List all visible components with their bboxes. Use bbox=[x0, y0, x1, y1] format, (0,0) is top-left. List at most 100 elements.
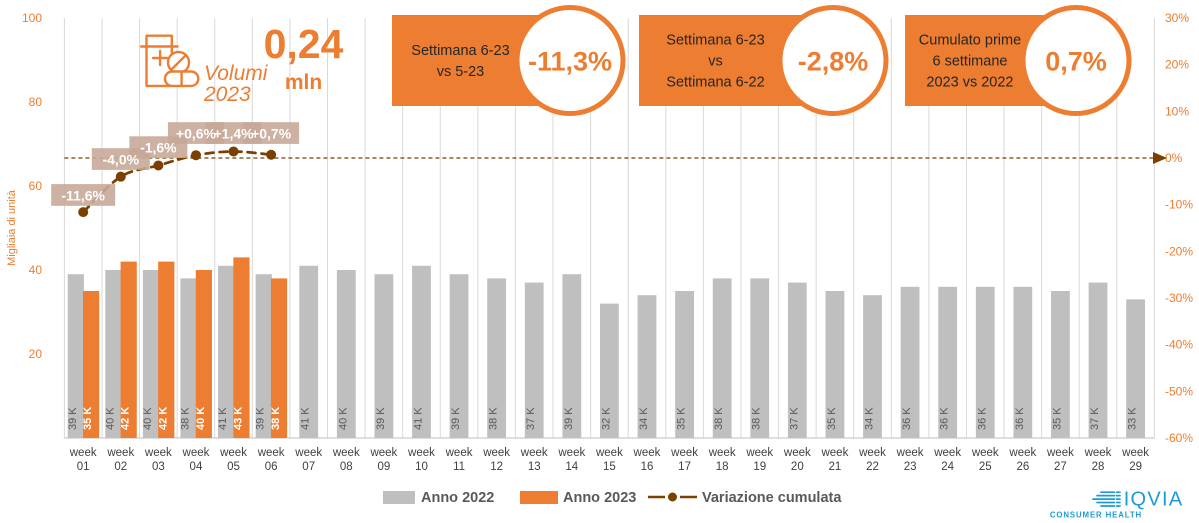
svg-text:18: 18 bbox=[716, 461, 729, 473]
svg-text:-40%: -40% bbox=[1165, 338, 1193, 352]
svg-text:week: week bbox=[557, 447, 585, 459]
svg-text:80: 80 bbox=[29, 95, 43, 109]
svg-text:Migliaia di unità: Migliaia di unità bbox=[6, 189, 18, 266]
svg-text:+1,4%: +1,4% bbox=[213, 125, 254, 141]
svg-text:week: week bbox=[858, 447, 886, 459]
svg-text:10: 10 bbox=[415, 461, 428, 473]
svg-text:week: week bbox=[482, 447, 510, 459]
svg-text:19: 19 bbox=[753, 461, 766, 473]
svg-text:Anno 2022: Anno 2022 bbox=[421, 490, 494, 506]
svg-text:30%: 30% bbox=[1165, 11, 1189, 25]
svg-text:-1,6%: -1,6% bbox=[140, 140, 177, 156]
svg-text:23: 23 bbox=[904, 461, 917, 473]
svg-text:16: 16 bbox=[641, 461, 654, 473]
svg-text:38 K: 38 K bbox=[180, 407, 192, 430]
svg-text:week: week bbox=[1046, 447, 1074, 459]
svg-text:17: 17 bbox=[678, 461, 691, 473]
svg-text:32 K: 32 K bbox=[600, 407, 612, 430]
svg-text:06: 06 bbox=[265, 461, 278, 473]
svg-text:week: week bbox=[971, 447, 999, 459]
svg-text:2023 vs 2022: 2023 vs 2022 bbox=[926, 75, 1013, 91]
svg-text:14: 14 bbox=[565, 461, 578, 473]
svg-text:38 K: 38 K bbox=[488, 407, 500, 430]
svg-text:35 K: 35 K bbox=[82, 407, 94, 430]
svg-text:40 K: 40 K bbox=[104, 407, 116, 430]
svg-text:15: 15 bbox=[603, 461, 616, 473]
svg-text:week: week bbox=[219, 447, 247, 459]
svg-text:60: 60 bbox=[29, 179, 43, 193]
svg-text:40 K: 40 K bbox=[142, 407, 154, 430]
svg-text:week: week bbox=[933, 447, 961, 459]
svg-text:week: week bbox=[407, 447, 435, 459]
svg-text:04: 04 bbox=[190, 461, 203, 473]
svg-text:26: 26 bbox=[1016, 461, 1029, 473]
svg-text:week: week bbox=[106, 447, 134, 459]
svg-text:-30%: -30% bbox=[1165, 291, 1193, 305]
svg-text:-60%: -60% bbox=[1165, 431, 1193, 445]
svg-text:week: week bbox=[369, 447, 397, 459]
svg-text:39 K: 39 K bbox=[255, 407, 267, 430]
svg-text:39 K: 39 K bbox=[450, 407, 462, 430]
svg-text:35 K: 35 K bbox=[676, 407, 688, 430]
svg-text:week: week bbox=[294, 447, 322, 459]
svg-text:+0,7%: +0,7% bbox=[251, 125, 292, 141]
svg-text:27: 27 bbox=[1054, 461, 1067, 473]
svg-text:Anno 2023: Anno 2023 bbox=[563, 490, 636, 506]
svg-text:Volumi: Volumi bbox=[204, 62, 269, 85]
svg-text:40 K: 40 K bbox=[195, 407, 207, 430]
svg-text:week: week bbox=[144, 447, 172, 459]
svg-text:week: week bbox=[1121, 447, 1149, 459]
svg-text:week: week bbox=[520, 447, 548, 459]
svg-text:37 K: 37 K bbox=[525, 407, 537, 430]
svg-text:IQVIA: IQVIA bbox=[1124, 489, 1184, 511]
svg-text:38 K: 38 K bbox=[713, 407, 725, 430]
svg-text:CONSUMER HEALTH: CONSUMER HEALTH bbox=[1050, 511, 1142, 520]
svg-text:Variazione cumulata: Variazione cumulata bbox=[702, 490, 842, 506]
svg-text:05: 05 bbox=[227, 461, 240, 473]
svg-text:28: 28 bbox=[1092, 461, 1105, 473]
svg-text:39 K: 39 K bbox=[375, 407, 387, 430]
svg-text:13: 13 bbox=[528, 461, 541, 473]
svg-text:37 K: 37 K bbox=[788, 407, 800, 430]
svg-text:+0,6%: +0,6% bbox=[176, 125, 217, 141]
svg-text:09: 09 bbox=[377, 461, 390, 473]
svg-text:41 K: 41 K bbox=[300, 407, 312, 430]
svg-text:week: week bbox=[332, 447, 360, 459]
svg-text:20%: 20% bbox=[1165, 58, 1189, 72]
svg-text:42 K: 42 K bbox=[120, 407, 132, 430]
svg-text:-4,0%: -4,0% bbox=[102, 151, 139, 167]
svg-text:week: week bbox=[445, 447, 473, 459]
svg-text:08: 08 bbox=[340, 461, 353, 473]
svg-text:39 K: 39 K bbox=[563, 407, 575, 430]
svg-text:34 K: 34 K bbox=[864, 407, 876, 430]
svg-text:07: 07 bbox=[302, 461, 315, 473]
svg-text:week: week bbox=[783, 447, 811, 459]
svg-text:week: week bbox=[595, 447, 623, 459]
svg-text:42 K: 42 K bbox=[157, 407, 169, 430]
svg-text:34 K: 34 K bbox=[638, 407, 650, 430]
svg-text:-10%: -10% bbox=[1165, 198, 1193, 212]
svg-text:38 K: 38 K bbox=[270, 407, 282, 430]
svg-text:25: 25 bbox=[979, 461, 992, 473]
svg-text:0,7%: 0,7% bbox=[1045, 47, 1107, 77]
svg-text:0,24: 0,24 bbox=[264, 21, 344, 67]
svg-text:36 K: 36 K bbox=[939, 407, 951, 430]
svg-text:20: 20 bbox=[791, 461, 804, 473]
svg-text:week: week bbox=[745, 447, 773, 459]
svg-text:24: 24 bbox=[941, 461, 954, 473]
svg-text:22: 22 bbox=[866, 461, 879, 473]
svg-text:02: 02 bbox=[114, 461, 127, 473]
svg-text:03: 03 bbox=[152, 461, 165, 473]
svg-text:Settimana 6-22: Settimana 6-22 bbox=[666, 75, 764, 91]
svg-text:41 K: 41 K bbox=[412, 407, 424, 430]
svg-text:-2,8%: -2,8% bbox=[798, 47, 869, 77]
svg-text:week: week bbox=[69, 447, 97, 459]
svg-text:36 K: 36 K bbox=[1014, 407, 1026, 430]
svg-text:week: week bbox=[257, 447, 285, 459]
svg-text:29: 29 bbox=[1129, 461, 1142, 473]
svg-text:Settimana 6-23: Settimana 6-23 bbox=[666, 33, 764, 49]
svg-text:43 K: 43 K bbox=[232, 407, 244, 430]
svg-text:36 K: 36 K bbox=[901, 407, 913, 430]
svg-text:week: week bbox=[1084, 447, 1112, 459]
svg-text:week: week bbox=[820, 447, 848, 459]
